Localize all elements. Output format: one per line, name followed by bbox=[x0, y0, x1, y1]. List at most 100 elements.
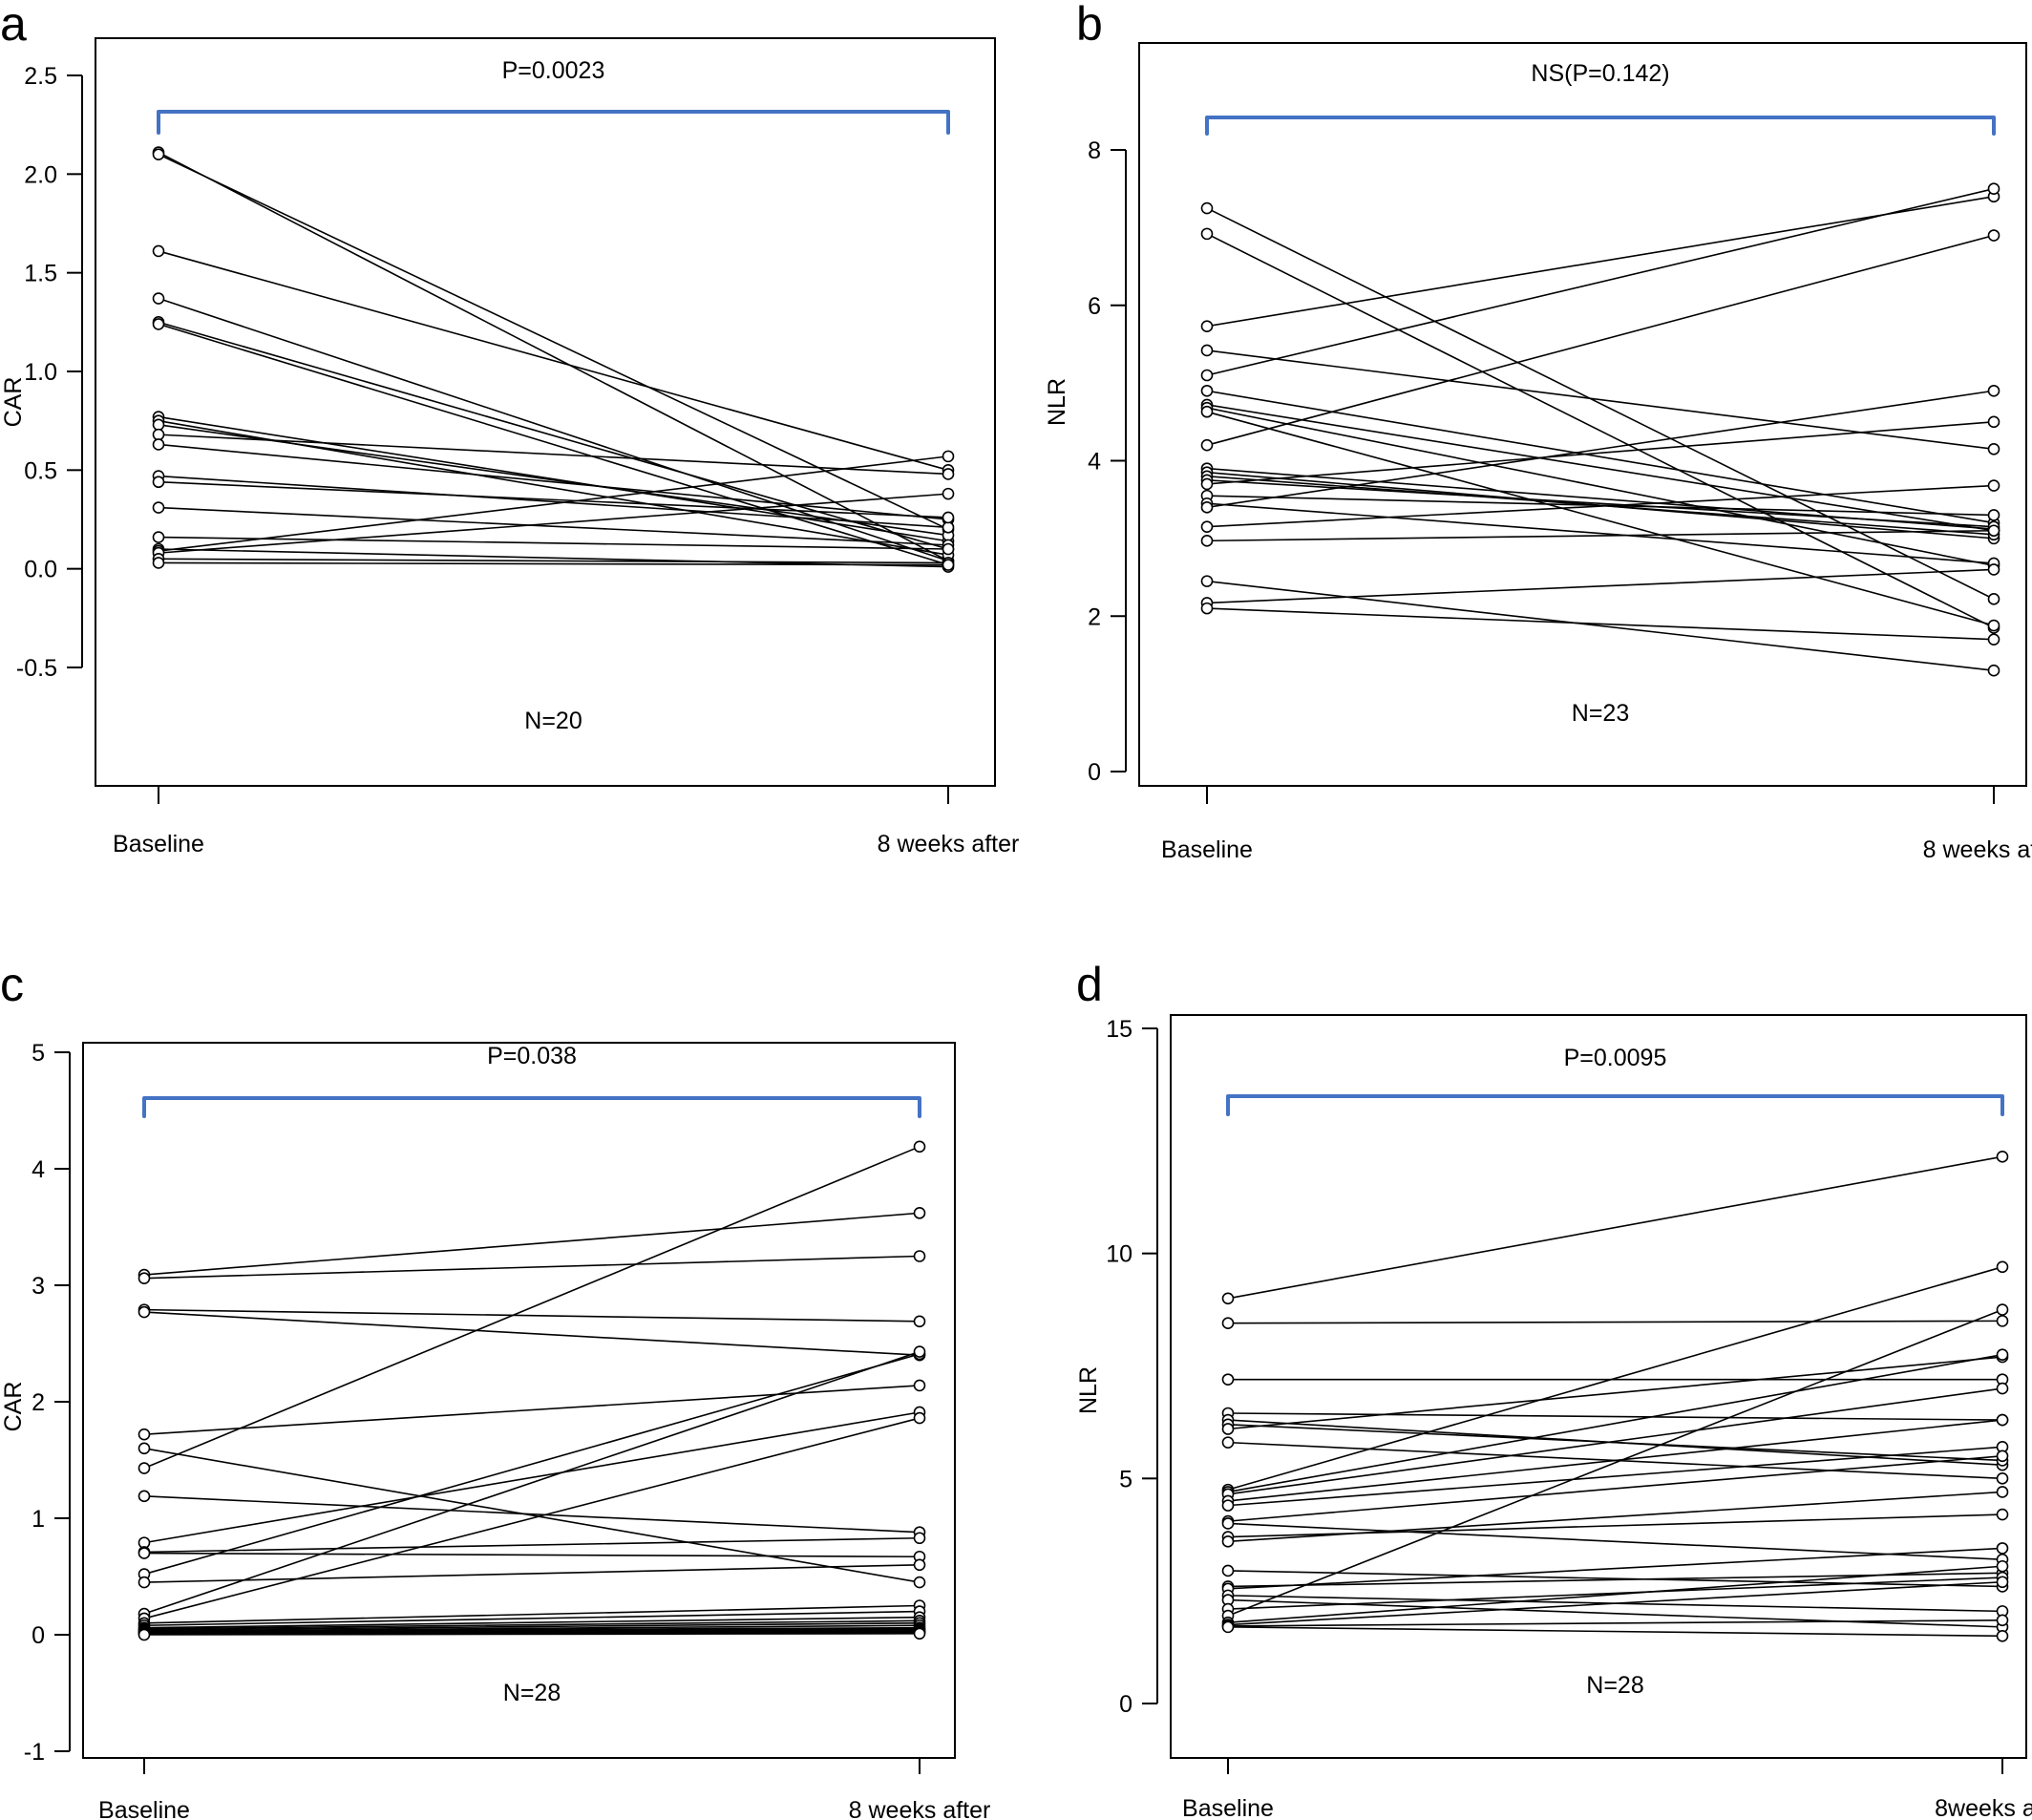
y-tick-label: 2 bbox=[32, 1389, 45, 1416]
pair-line bbox=[158, 250, 949, 472]
pair-line bbox=[143, 1311, 921, 1356]
y-tick-label: 1.0 bbox=[24, 359, 57, 386]
pair-line bbox=[143, 1411, 921, 1544]
after-point bbox=[913, 1315, 926, 1328]
baseline-point bbox=[1200, 384, 1214, 397]
pair-line bbox=[158, 415, 949, 542]
baseline-point bbox=[138, 1305, 151, 1319]
baseline-point bbox=[152, 148, 165, 160]
pair-line bbox=[1227, 1320, 2003, 1324]
pair-line bbox=[158, 424, 949, 537]
baseline-point bbox=[1200, 602, 1214, 615]
baseline-point bbox=[138, 1628, 151, 1641]
after-point bbox=[1987, 509, 2000, 521]
y-tick-label: 0.0 bbox=[24, 557, 57, 583]
pair-line bbox=[1206, 404, 1995, 532]
after-point bbox=[1996, 1260, 2009, 1274]
pair-line bbox=[1206, 484, 1995, 528]
p-value-label: NS(P=0.142) bbox=[1531, 60, 1669, 87]
baseline-point bbox=[1200, 405, 1214, 418]
after-point bbox=[1996, 1382, 2009, 1395]
y-tick-label: 0 bbox=[1119, 1691, 1132, 1718]
pair-line bbox=[1206, 196, 1995, 328]
pair-line bbox=[1227, 1356, 2003, 1430]
x-category-label: 8 weeks after bbox=[1923, 836, 2032, 863]
x-category-label: Baseline bbox=[1161, 836, 1253, 863]
after-point bbox=[1996, 1614, 2009, 1627]
baseline-point bbox=[152, 438, 165, 451]
baseline-point bbox=[1200, 501, 1214, 514]
pair-line bbox=[143, 1146, 921, 1470]
pair-line bbox=[158, 480, 949, 518]
y-tick-label: -0.5 bbox=[16, 655, 57, 682]
y-tick-label: 2.5 bbox=[24, 63, 57, 90]
pair-line bbox=[143, 1212, 921, 1276]
baseline-point bbox=[1200, 344, 1214, 357]
after-point bbox=[942, 542, 955, 556]
after-point bbox=[913, 1345, 926, 1358]
pair-line bbox=[1206, 187, 1995, 376]
baseline-point bbox=[152, 476, 165, 489]
pair-line bbox=[1227, 1577, 2003, 1610]
x-category-label: 8 weeks after bbox=[878, 831, 1020, 857]
baseline-point bbox=[138, 1442, 151, 1455]
pair-line bbox=[1227, 1580, 2003, 1626]
plot-frame bbox=[1170, 1014, 2027, 1759]
pair-line bbox=[1227, 1547, 2003, 1590]
after-point bbox=[913, 1140, 926, 1153]
p-value-label: P=0.0023 bbox=[502, 57, 605, 84]
baseline-point bbox=[1200, 535, 1214, 547]
pair-line bbox=[1227, 1423, 2003, 1462]
pair-line bbox=[158, 558, 949, 564]
pair-line bbox=[1206, 234, 1995, 446]
pair-line bbox=[143, 1417, 921, 1619]
pair-line bbox=[143, 1632, 921, 1636]
n-label: N=28 bbox=[503, 1680, 561, 1706]
after-point bbox=[1987, 442, 2000, 455]
baseline-point bbox=[152, 557, 165, 569]
pair-line bbox=[1206, 580, 1995, 672]
after-point bbox=[913, 1558, 926, 1572]
after-point bbox=[1996, 1576, 2009, 1589]
pair-line bbox=[143, 1536, 921, 1554]
baseline-point bbox=[1221, 1517, 1235, 1530]
pair-line bbox=[158, 434, 949, 476]
y-axis-title: NLR bbox=[1044, 378, 1070, 426]
pair-line bbox=[1206, 407, 1995, 567]
pair-line bbox=[143, 1610, 921, 1627]
pair-line bbox=[143, 1564, 921, 1583]
paired-series bbox=[152, 146, 955, 573]
panel-label: d bbox=[1076, 958, 1103, 1011]
p-value-label: P=0.038 bbox=[487, 1043, 577, 1069]
after-point bbox=[913, 1532, 926, 1545]
after-point bbox=[1996, 1630, 2009, 1642]
y-tick-label: 4 bbox=[32, 1156, 45, 1183]
after-point bbox=[1996, 1486, 2009, 1498]
pair-line bbox=[143, 1629, 921, 1634]
pair-line bbox=[158, 475, 949, 529]
y-tick-label: 0.5 bbox=[24, 457, 57, 484]
y-tick-label: 2 bbox=[1088, 603, 1101, 630]
y-tick-label: 1 bbox=[32, 1506, 45, 1533]
baseline-point bbox=[138, 1462, 151, 1474]
baseline-point bbox=[152, 318, 165, 330]
baseline-point bbox=[1221, 1317, 1235, 1330]
after-point bbox=[913, 1379, 926, 1392]
y-tick-label: 1.5 bbox=[24, 261, 57, 287]
pair-line bbox=[158, 493, 949, 554]
after-point bbox=[1987, 563, 2000, 576]
baseline-point bbox=[1221, 1564, 1235, 1577]
y-tick-label: 10 bbox=[1106, 1241, 1132, 1268]
pair-line bbox=[143, 1616, 921, 1629]
after-point bbox=[942, 468, 955, 480]
baseline-point bbox=[1200, 575, 1214, 587]
paired-series bbox=[1221, 1151, 2009, 1642]
after-point bbox=[1987, 182, 2000, 195]
y-tick-label: 0 bbox=[1088, 759, 1101, 786]
after-point bbox=[1987, 619, 2000, 632]
after-point bbox=[1996, 1413, 2009, 1427]
panel-b: b 0 2 4 6 8 NLR Baseline 8 weeks after NS(P=0.142… bbox=[1044, 0, 2032, 863]
y-tick-label: 5 bbox=[32, 1040, 45, 1067]
pair-line bbox=[1227, 1565, 2003, 1623]
